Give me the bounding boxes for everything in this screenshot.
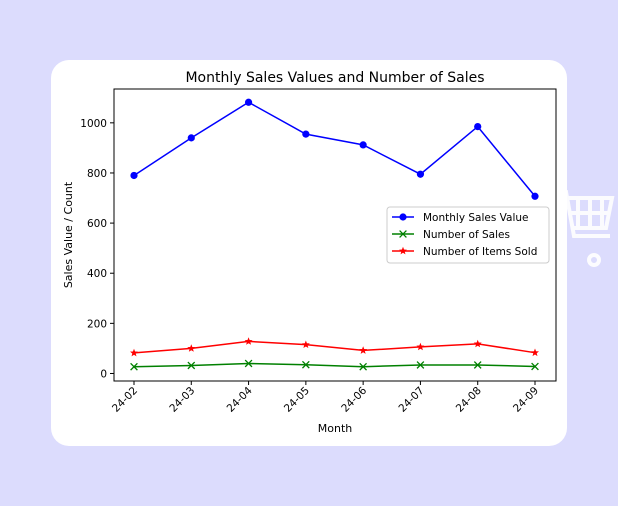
data-point [301,360,310,369]
data-point [244,337,253,345]
data-point [130,171,138,180]
legend: Monthly Sales Value Number of Sales Number… [386,206,550,264]
x-tick-label: 24-06 [339,384,369,414]
y-tick-label: 0 [100,368,107,380]
data-point [187,361,196,370]
y-axis: 0 200 400 600 800 1000 [80,118,114,380]
data-point [473,361,482,369]
series-2 [130,337,539,357]
data-point [130,362,138,371]
x-tick-label: 24-02 [110,385,140,415]
legend-label: Number of Items Sold [423,246,537,258]
series-0 [130,98,539,200]
data-point [474,122,482,131]
series-line [133,362,536,368]
legend-marker [399,230,407,238]
data-point [302,130,310,138]
x-tick-label: 24-04 [225,384,255,414]
legend-marker [399,213,407,221]
y-tick-label: 400 [87,268,107,280]
data-point [416,361,425,369]
y-axis-label: Sales Value / Count [62,181,75,288]
data-point [359,141,367,149]
legend-item: Monthly Sales Value [392,212,529,224]
legend-marker [399,246,407,255]
data-point [187,134,195,142]
data-point [416,342,425,351]
legend-box [386,206,550,264]
data-point [531,362,539,371]
x-tick-label: 24-07 [396,385,426,415]
x-tick-label: 24-05 [282,385,312,415]
x-axis: 24-02 24-03 24-04 24-05 24-06 24-07 24-08 24-09 [110,381,541,415]
y-tick-label: 1000 [80,118,107,130]
legend-item: Number of Sales [392,229,510,241]
chart-title: Monthly Sales Values and Number of Sales [185,70,484,86]
data-point [359,362,368,371]
data-point [531,348,539,357]
data-point [473,339,482,348]
legend-item: Number of Items Sold [392,246,537,258]
legend-label: Monthly Sales Value [423,212,529,224]
data-point [301,340,310,349]
data-point [244,359,253,368]
data-point [416,170,425,178]
series-line [133,101,536,197]
x-tick-label: 24-03 [167,385,197,415]
series-1 [130,359,539,371]
series-lines [130,98,539,371]
data-point [130,348,138,357]
y-tick-label: 200 [87,318,107,330]
y-tick-label: 800 [87,168,107,180]
plot-frame [113,88,557,382]
legend-label: Number of Sales [423,229,510,241]
series-line [133,340,536,354]
y-tick-label: 600 [87,218,107,230]
x-tick-label: 24-08 [454,385,484,415]
shopping-cart-icon [554,190,615,267]
data-point [531,192,539,200]
data-point [244,98,253,106]
x-axis-label: Month [318,422,353,435]
data-point [187,344,196,352]
data-point [359,346,368,354]
x-tick-label: 24-09 [511,385,541,415]
